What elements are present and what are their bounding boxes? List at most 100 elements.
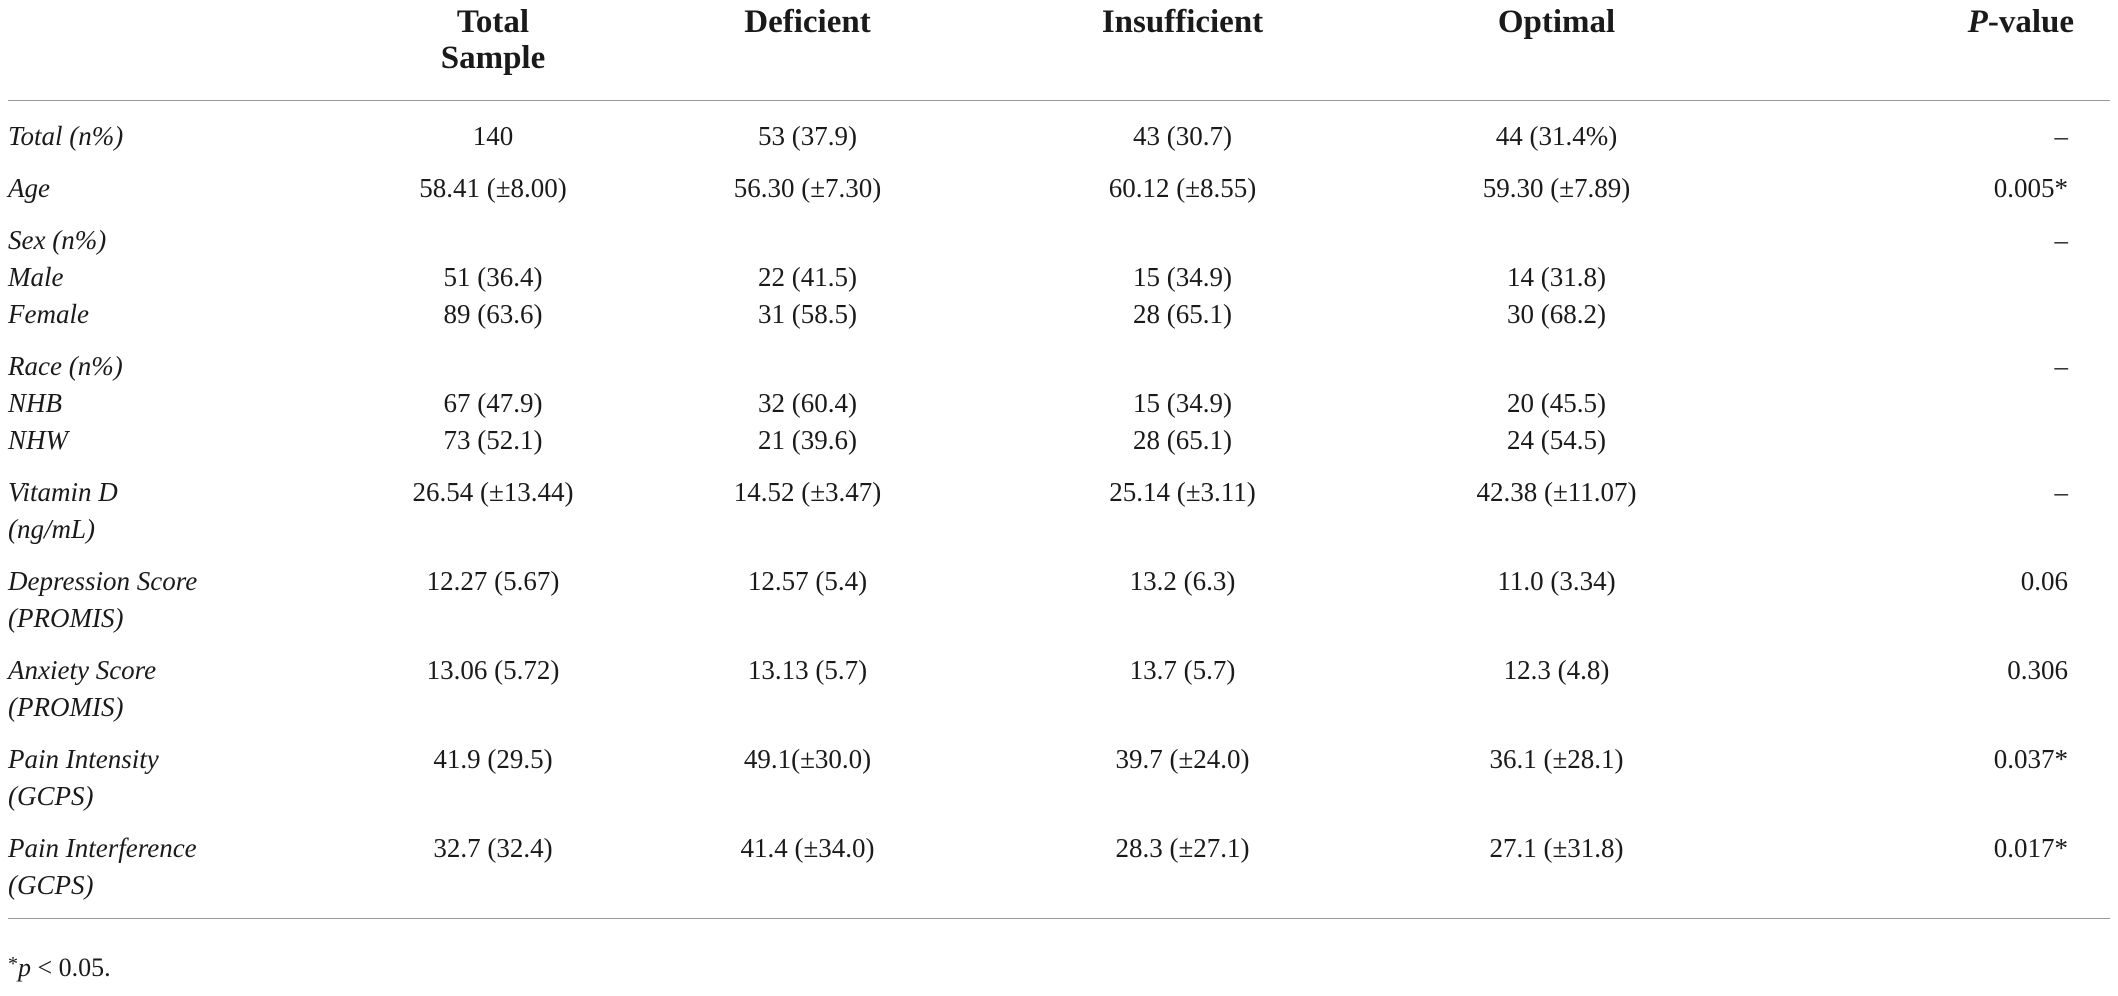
cell-total-sample [366,207,620,259]
table-row: Pain Intensity (GCPS) 41.9 (29.5) 49.1(±30.… [8,726,2110,815]
cell-deficient: 32 (60.4) [758,388,857,418]
cell-optimal: 30 (68.2) [1507,299,1606,329]
table-row: Pain Interference (GCPS) 32.7 (32.4) 41.4 (… [8,815,2110,919]
row-label-line1: Race (n%) [8,351,123,381]
cell-optimal: 36.1 (±28.1) [1489,744,1624,774]
row-label-line1: NHW [8,425,68,455]
table-body: Total (n%) 140 53 (37.9) 43 (30.7) 44 (31.4%… [8,101,2110,919]
cell-optimal: 59.30 (±7.89) [1482,173,1631,203]
header-insufficient: Insufficient [995,0,1370,101]
cell-insufficient: 43 (30.7) [1133,121,1232,151]
cell-total-sample: 41.9 (29.5) [433,744,553,774]
cell-insufficient: 25.14 (±3.11) [1109,477,1256,507]
cell-deficient: 21 (39.6) [758,425,857,455]
table-row: Total (n%) 140 53 (37.9) 43 (30.7) 44 (31.4%… [8,101,2110,156]
row-label: Race (n%) [8,333,366,385]
row-label: Total (n%) [8,101,366,156]
cell-deficient: 53 (37.9) [758,121,857,151]
table-row: Female 89 (63.6) 31 (58.5) 28 (65.1) 30 (68.… [8,296,2110,333]
cell-total-sample: 89 (63.6) [443,299,543,329]
row-label-line1: Sex (n%) [8,225,107,255]
table-row: Depression Score (PROMIS) 12.27 (5.67) 12.5… [8,548,2110,637]
cell-optimal: 24 (54.5) [1507,425,1606,455]
cell-p-value [1743,385,2110,422]
cell-deficient [620,207,995,259]
footnote-star: * [8,953,18,975]
cell-optimal [1370,207,1743,259]
row-label-line1: NHB [8,388,62,418]
cell-deficient: 41.4 (±34.0) [620,815,995,919]
row-label: Sex (n%) [8,207,366,259]
table-row: Anxiety Score (PROMIS) 13.06 (5.72) 13.13 (… [8,637,2110,726]
row-label-line1: Male [8,262,64,292]
cell-optimal: 27.1 (±31.8) [1370,815,1743,919]
table-row: Race (n%) – [8,333,2110,385]
cell-insufficient: 39.7 (±24.0) [1115,744,1250,774]
cell-total-sample: 32.7 (32.4) [366,815,620,919]
cell-optimal: 44 (31.4%) [1495,121,1618,151]
row-label-line1: Pain Intensity [8,744,159,774]
table-row: Sex (n%) – [8,207,2110,259]
row-label: Female [8,296,366,333]
header-total-line1: Total [456,4,530,40]
row-label-line1: Pain Interference [8,833,197,863]
cell-deficient: 22 (41.5) [758,262,857,292]
cell-total-sample: 13.06 (5.72) [426,655,560,685]
row-label-line1: Female [8,299,89,329]
cell-insufficient: 28.3 (±27.1) [995,815,1370,919]
row-label: Pain Interference (GCPS) [8,815,366,919]
cell-insufficient: 28 (65.1) [1133,425,1232,455]
cell-p-value: – [2054,477,2069,507]
results-table: Total Sample Deficient Insufficient Opti… [8,0,2110,919]
row-label: Male [8,259,366,296]
cell-insufficient: 15 (34.9) [1133,262,1232,292]
cell-optimal: 20 (45.5) [1507,388,1606,418]
cell-total-sample: 51 (36.4) [443,262,543,292]
cell-total-sample [366,333,620,385]
table-row: Male 51 (36.4) 22 (41.5) 15 (34.9) 14 (31.8) [8,259,2110,296]
cell-total-sample: 73 (52.1) [443,425,543,455]
header-p-value: P-value [1743,0,2110,101]
table-header: Total Sample Deficient Insufficient Opti… [8,0,2110,101]
header-p-italic: P [1967,4,1988,40]
cell-p-value: 0.017* [1743,815,2110,919]
cell-total-sample: 140 [472,121,514,151]
row-label-line2: (GCPS) [8,870,94,900]
row-label-line2: (ng/mL) [8,514,95,544]
row-label-line1: Age [8,173,50,203]
row-label: Anxiety Score (PROMIS) [8,637,366,726]
table-row: NHB 67 (47.9) 32 (60.4) 15 (34.9) 20 (45.5) [8,385,2110,422]
row-label-line1: Total (n%) [8,121,124,151]
cell-p-value: 0.06 [2020,566,2068,596]
cell-deficient: 12.57 (5.4) [747,566,868,596]
cell-insufficient: 28 (65.1) [1133,299,1232,329]
cell-p-value [1743,259,2110,296]
cell-insufficient: 13.7 (5.7) [1129,655,1236,685]
row-label-line2: (GCPS) [8,781,94,811]
cell-deficient: 49.1(±30.0) [743,744,872,774]
cell-optimal [1370,333,1743,385]
row-label-line1: Depression Score [8,566,198,596]
row-label-line1: Vitamin D [8,477,118,507]
cell-p-value: – [2054,351,2069,381]
footnote-text: < 0.05. [31,953,111,982]
header-variable [8,0,366,101]
row-label: Pain Intensity (GCPS) [8,726,366,815]
row-label: NHB [8,385,366,422]
row-label: Age [8,155,366,207]
cell-p-value: 0.037* [1993,744,2068,774]
row-label: NHW [8,422,366,459]
row-label: Depression Score (PROMIS) [8,548,366,637]
header-total-line2: Sample [440,40,546,76]
row-label: Vitamin D (ng/mL) [8,459,366,548]
footnote-p: p [18,953,31,982]
cell-optimal: 11.0 (3.34) [1497,566,1616,596]
cell-insufficient: 13.2 (6.3) [1129,566,1236,596]
row-label-line2: (PROMIS) [8,603,124,633]
cell-p-value: – [2054,121,2069,151]
cell-deficient: 13.13 (5.7) [747,655,868,685]
cell-p-value: 0.306 [2007,655,2068,685]
table-row: Age 58.41 (±8.00) 56.30 (±7.30) 60.12 (±8.5… [8,155,2110,207]
cell-p-value: – [2054,225,2069,255]
